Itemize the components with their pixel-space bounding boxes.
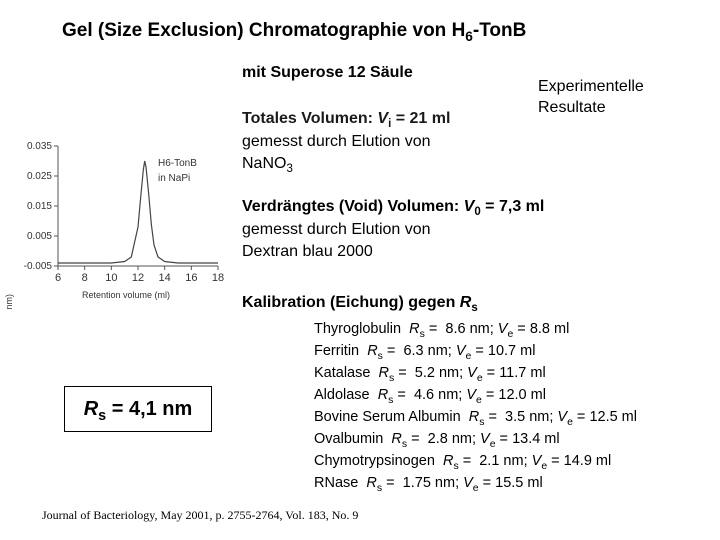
calibration-list: Thyroglobulin Rs = 8.6 nm; Ve = 8.8 ml F…: [314, 318, 637, 494]
x-tick-label: 10: [105, 272, 117, 284]
y-tick-label: 0.025: [27, 171, 52, 182]
result-box: Rs = 4,1 nm: [64, 386, 212, 432]
calibration-item: Thyroglobulin Rs = 8.6 nm; Ve = 8.8 ml: [314, 321, 570, 340]
y-tick-label: -0.005: [24, 261, 53, 272]
calibration-item: Aldolase Rs = 4.6 nm; Ve = 12.0 ml: [314, 387, 546, 406]
x-tick-label: 16: [185, 272, 197, 284]
legend-line-1: H6-TonB: [158, 158, 197, 169]
page-title: Gel (Size Exclusion) Chromatographie von…: [62, 20, 527, 44]
chromatogram-trace: [58, 160, 218, 264]
calibration-item: Ferritin Rs = 6.3 nm; Ve = 10.7 ml: [314, 343, 536, 362]
x-axis-label: Retention volume (ml): [82, 290, 170, 300]
calibration-item: RNase Rs = 1.75 nm; Ve = 15.5 ml: [314, 475, 543, 494]
calibration-item: Katalase Rs = 5.2 nm; Ve = 11.7 ml: [314, 365, 546, 384]
chromatogram-chart: A (280 nm) 0.035 0.025 0.015 0.005 -0.005 6 8…: [4, 141, 224, 310]
void-volume-block: Verdrängtes (Void) Volumen: V0 = 7,3 ml …: [242, 198, 545, 260]
calibration-item: Ovalbumin Rs = 2.8 nm; Ve = 13.4 ml: [314, 431, 560, 450]
y-tick-label: 0.015: [27, 201, 52, 212]
calibration-title: Kalibration (Eichung) gegen Rs: [242, 294, 478, 315]
x-tick-label: 12: [132, 272, 144, 284]
x-tick-label: 14: [159, 272, 171, 284]
x-tick-label: 6: [55, 272, 61, 284]
citation: Journal of Bacteriology, May 2001, p. 27…: [42, 508, 359, 522]
x-tick-label: 18: [212, 272, 224, 284]
calibration-item: Chymotrypsinogen Rs = 2.1 nm; Ve = 14.9 …: [314, 453, 612, 472]
y-tick-label: 0.035: [27, 141, 52, 152]
column-label: mit Superose 12 Säule: [242, 64, 413, 81]
y-axis-label: A (280 nm): [4, 294, 14, 310]
legend-line-2: in NaPi: [158, 173, 190, 184]
x-tick-label: 8: [82, 272, 88, 284]
experimental-results-label: Experimentelle Resultate: [538, 78, 644, 116]
total-volume-block: Totales Volumen: Vi = 21 ml gemesst durc…: [242, 110, 451, 176]
y-tick-label: 0.005: [27, 231, 52, 242]
calibration-item: Bovine Serum Albumin Rs = 3.5 nm; Ve = 1…: [314, 409, 637, 428]
